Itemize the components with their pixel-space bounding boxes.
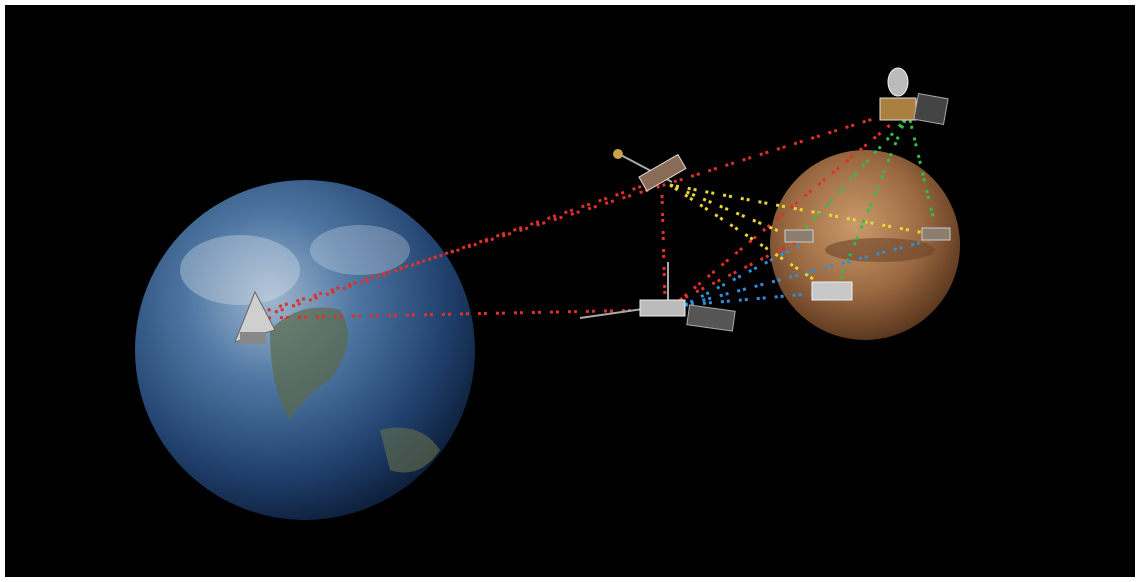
antenna	[613, 149, 623, 159]
orbiter-a	[613, 149, 687, 192]
continent	[270, 307, 348, 420]
station-base	[240, 332, 266, 344]
orbiter-c	[879, 67, 949, 125]
ground-station	[234, 290, 276, 344]
link	[684, 238, 931, 307]
orbiter-b	[579, 262, 736, 332]
link	[798, 118, 907, 237]
rover	[784, 229, 814, 243]
boom	[579, 307, 651, 319]
spacecraft-body	[638, 153, 687, 192]
link	[261, 110, 896, 314]
cloud	[180, 235, 300, 305]
rovers	[784, 227, 951, 301]
spacecraft-body	[879, 97, 917, 121]
link	[684, 243, 801, 307]
spacecraft-body	[639, 299, 686, 317]
mars-surface-feature	[825, 238, 935, 262]
communication-links	[257, 110, 937, 320]
link	[669, 183, 936, 237]
continent	[380, 427, 440, 473]
cloud	[310, 225, 410, 275]
earth	[135, 180, 475, 520]
solar-panel	[913, 93, 949, 125]
solar-panel	[686, 304, 736, 332]
antenna	[887, 67, 909, 97]
rover	[811, 281, 853, 301]
rover	[921, 227, 951, 241]
